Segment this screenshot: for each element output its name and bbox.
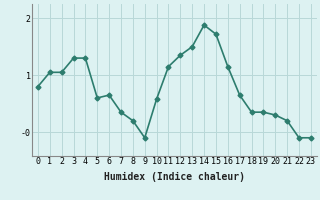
X-axis label: Humidex (Indice chaleur): Humidex (Indice chaleur)	[104, 172, 245, 182]
